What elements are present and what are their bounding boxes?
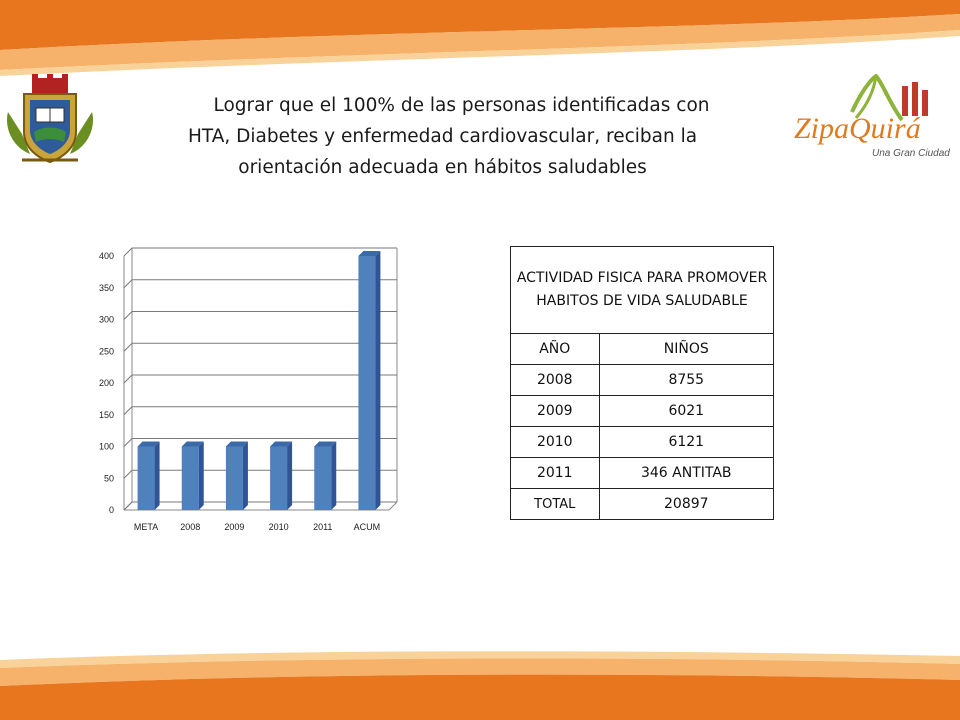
- x-tick-label: 2010: [269, 522, 289, 532]
- y-tick-label: 350: [99, 283, 114, 293]
- table-cell-value: 6021: [598, 395, 775, 427]
- x-tick-label: 2009: [224, 522, 244, 532]
- table-row: 2008 8755: [510, 364, 775, 396]
- bar-chart: 0 50 100 150 200 250 300 350 400 META 2008 2009 2010…: [99, 247, 398, 532]
- gridline: [123, 311, 397, 320]
- bottom-band-thin: [0, 651, 960, 668]
- column-header-children: NIÑOS: [598, 333, 775, 365]
- bar-side-meta: [154, 441, 160, 510]
- x-tick-label: META: [134, 522, 158, 532]
- table-cell-total-label: TOTAL: [510, 488, 600, 520]
- title-line-1: Lograr que el 100% de las personas ident…: [213, 95, 710, 116]
- gridline: [123, 438, 397, 447]
- bar-meta: [137, 446, 155, 510]
- bar-acum: [358, 256, 376, 510]
- bar-top-meta: [137, 441, 160, 447]
- table-header-row: ACTIVIDAD FISICA PARA PROMOVER HABITOS D…: [510, 246, 774, 334]
- gridline: [123, 374, 397, 384]
- bar-side-2010: [287, 441, 293, 510]
- table-cell-year: 2010: [510, 426, 600, 458]
- bar-top-acum: [358, 251, 381, 256]
- bar-side-2011: [331, 441, 337, 510]
- y-tick-label: 100: [99, 442, 114, 452]
- table-cell-value: 6121: [598, 426, 775, 458]
- floor-edge: [123, 501, 397, 511]
- y-tick-label: 200: [99, 378, 114, 388]
- bar-2010: [270, 446, 288, 510]
- bar-side-2008: [198, 441, 204, 510]
- gridline: [123, 279, 397, 289]
- coat-of-arms-icon: [6, 74, 94, 164]
- table-row: 2009 6021: [510, 395, 775, 427]
- table-column-row: AÑO NIÑOS: [510, 333, 775, 365]
- bar-top-2009: [225, 441, 248, 447]
- y-tick-label: 300: [99, 315, 114, 325]
- gridline: [123, 469, 397, 479]
- bar-top-2008: [181, 441, 204, 447]
- gridline: [123, 247, 397, 257]
- table-cell-value: 346 ANTITAB: [598, 457, 775, 489]
- page-title: Lograr que el 100% de las personas ident…: [170, 90, 715, 183]
- y-tick-label: 250: [99, 346, 114, 356]
- top-band-light: [0, 14, 960, 70]
- table-cell-year: 2009: [510, 395, 600, 427]
- bar-side-acum: [375, 251, 381, 510]
- bottom-band-light: [0, 658, 960, 686]
- table-cell-year: 2008: [510, 364, 600, 396]
- top-band-thin: [0, 30, 960, 76]
- bar-top-2010: [270, 441, 293, 447]
- table-row-total: TOTAL 20897: [510, 488, 775, 520]
- table-cell-year: 2011: [510, 457, 600, 489]
- logo-tagline: Una Gran Ciudad: [872, 148, 950, 159]
- floor-right-edge: [388, 501, 398, 511]
- x-tick-label: ACUM: [354, 522, 381, 532]
- bottom-band-orange: [0, 674, 960, 720]
- y-tick-label: 400: [99, 251, 114, 261]
- activity-table: ACTIVIDAD FISICA PARA PROMOVER HABITOS D…: [510, 246, 775, 520]
- title-line-2: HTA, Diabetes y enfermedad cardiovascula…: [187, 126, 698, 147]
- table-title: ACTIVIDAD FISICA PARA PROMOVER HABITOS D…: [510, 246, 774, 334]
- y-tick-label: 50: [104, 473, 114, 483]
- x-tick-label: 2011: [313, 522, 332, 532]
- bar-2008: [181, 446, 199, 510]
- title-line-3: orientación adecuada en hábitos saludabl…: [238, 157, 647, 178]
- y-tick-label: 0: [109, 505, 114, 515]
- column-header-year: AÑO: [510, 333, 600, 365]
- zipaquira-logo-icon: ZipaQuirá Una Gran Ciudad: [794, 74, 950, 159]
- gridline: [123, 501, 397, 511]
- bottom-decorative-band: [0, 651, 960, 720]
- top-band-orange: [0, 0, 960, 50]
- table-row: 2010 6121: [510, 426, 775, 458]
- bar-top-2011: [314, 441, 337, 447]
- gridline: [123, 406, 397, 416]
- top-decorative-band: [0, 0, 960, 76]
- table-cell-value: 8755: [598, 364, 775, 396]
- x-tick-label: 2008: [180, 522, 200, 532]
- bar-2009: [225, 446, 243, 510]
- bar-2011: [314, 446, 332, 510]
- table-cell-total-value: 20897: [598, 488, 775, 520]
- gridline: [123, 342, 397, 352]
- bar-side-2009: [242, 441, 248, 510]
- y-tick-label: 150: [99, 410, 114, 420]
- table-row: 2011 346 ANTITAB: [510, 457, 775, 489]
- logo-wordmark: ZipaQuirá: [794, 112, 921, 145]
